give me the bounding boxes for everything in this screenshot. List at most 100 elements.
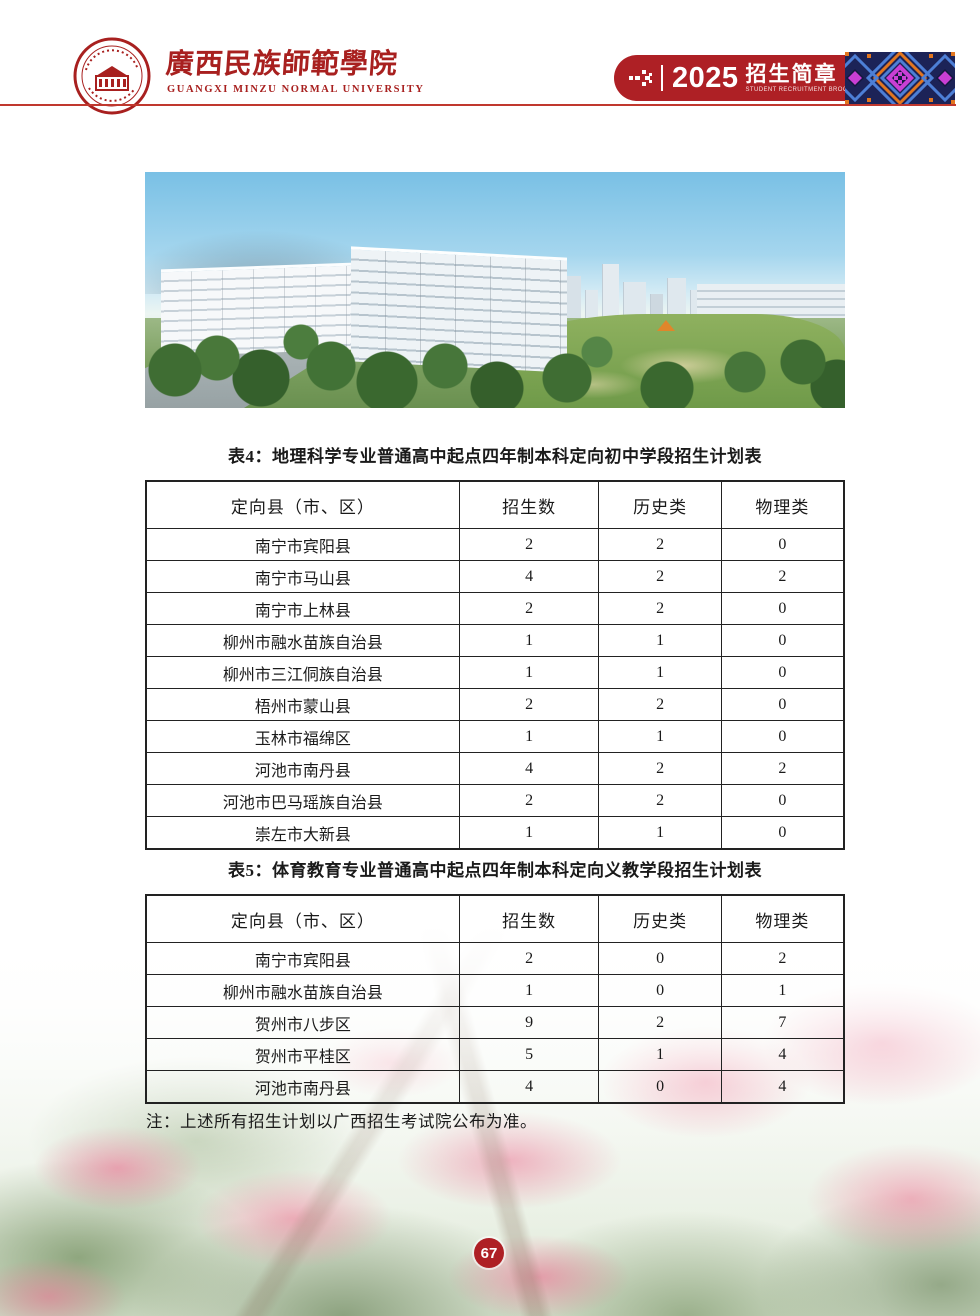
table-row: 南宁市宾阳县 2 0 2 (145, 942, 845, 975)
count-cell: 4 (458, 1070, 600, 1104)
table-row: 柳州市三江侗族自治县 1 1 0 (145, 656, 845, 689)
table-row: 南宁市上林县 2 2 0 (145, 592, 845, 625)
university-name-en: GUANGXI MINZU NORMAL UNIVERSITY (167, 84, 425, 95)
photo-pavilion (657, 320, 675, 331)
table-row: 南宁市马山县 4 2 2 (145, 560, 845, 593)
count-cell: 0 (598, 1070, 722, 1104)
county-cell: 河池市南丹县 (145, 752, 460, 785)
column-header: 历史类 (598, 894, 722, 943)
table-4: 定向县（市、区） 招生数 历史类 物理类 南宁市宾阳县 2 2 0 南宁市马山县 4 2 2 南宁市上林… (145, 480, 845, 850)
table-row: 柳州市融水苗族自治县 1 1 0 (145, 624, 845, 657)
university-name-cn: 廣西民族師範學院 (164, 49, 399, 80)
table-row: 玉林市福绵区 1 1 0 (145, 720, 845, 753)
count-cell: 5 (458, 1038, 600, 1071)
column-header: 物理类 (720, 480, 845, 529)
county-cell: 贺州市八步区 (145, 1006, 460, 1039)
table-row: 柳州市融水苗族自治县 1 0 1 (145, 974, 845, 1007)
banner-year: 2025 (672, 61, 739, 94)
banner-divider (661, 65, 663, 91)
column-header: 历史类 (598, 480, 722, 529)
banner-subtitle: STUDENT RECRUITMENT BROCHURE (745, 86, 867, 93)
county-cell: 河池市南丹县 (145, 1070, 460, 1104)
table-row: 河池市巴马瑶族自治县 2 2 0 (145, 784, 845, 817)
header-row: 定向县（市、区） 招生数 历史类 物理类 (145, 894, 845, 943)
count-cell: 2 (598, 528, 722, 561)
count-cell: 0 (720, 592, 845, 625)
table-5-title: 表5：体育教育专业普通高中起点四年制本科定向义教学段招生计划表 (228, 861, 762, 880)
county-cell: 南宁市上林县 (145, 592, 460, 625)
count-cell: 7 (720, 1006, 845, 1039)
county-cell: 南宁市宾阳县 (145, 942, 460, 975)
table-row: 贺州市平桂区 5 1 4 (145, 1038, 845, 1071)
county-cell: 崇左市大新县 (145, 816, 460, 850)
count-cell: 2 (458, 592, 600, 625)
count-cell: 0 (720, 528, 845, 561)
count-cell: 2 (720, 560, 845, 593)
count-cell: 2 (598, 592, 722, 625)
table-row: 南宁市宾阳县 2 2 0 (145, 528, 845, 561)
county-cell: 柳州市融水苗族自治县 (145, 624, 460, 657)
count-cell: 1 (720, 974, 845, 1007)
county-cell: 柳州市融水苗族自治县 (145, 974, 460, 1007)
county-cell: 柳州市三江侗族自治县 (145, 656, 460, 689)
banner-title: 招生简章 (745, 62, 838, 86)
county-cell: 南宁市宾阳县 (145, 528, 460, 561)
university-seal-icon (73, 37, 151, 115)
column-header: 物理类 (720, 894, 845, 943)
count-cell: 2 (458, 942, 600, 975)
count-cell: 0 (720, 720, 845, 753)
campus-photo (145, 172, 845, 408)
count-cell: 9 (458, 1006, 600, 1039)
county-cell: 河池市巴马瑶族自治县 (145, 784, 460, 817)
count-cell: 2 (458, 688, 600, 721)
footnote: 注：上述所有招生计划以广西招生考试院公布为准。 (146, 1112, 537, 1131)
count-cell: 0 (720, 688, 845, 721)
table-5: 定向县（市、区） 招生数 历史类 物理类 南宁市宾阳县 2 0 2 柳州市融水苗族自治县 1 0 1 贺… (145, 894, 845, 1104)
zhuang-brocade-pattern-icon (845, 52, 955, 104)
count-cell: 2 (720, 942, 845, 975)
column-header: 定向县（市、区） (145, 480, 460, 529)
page-number-badge: 67 (474, 1238, 504, 1268)
count-cell: 2 (720, 752, 845, 785)
table-row: 贺州市八步区 9 2 7 (145, 1006, 845, 1039)
count-cell: 2 (598, 560, 722, 593)
county-cell: 梧州市蒙山县 (145, 688, 460, 721)
pixel-arrow-icon (629, 70, 652, 86)
table-row: 河池市南丹县 4 2 2 (145, 752, 845, 785)
count-cell: 0 (598, 942, 722, 975)
photo-trees (145, 172, 845, 408)
page-number: 67 (480, 1244, 498, 1262)
count-cell: 4 (458, 752, 600, 785)
count-cell: 1 (598, 720, 722, 753)
header-row: 定向县（市、区） 招生数 历史类 物理类 (145, 480, 845, 529)
count-cell: 0 (720, 816, 845, 850)
count-cell: 1 (598, 656, 722, 689)
count-cell: 2 (458, 784, 600, 817)
county-cell: 玉林市福绵区 (145, 720, 460, 753)
count-cell: 1 (598, 624, 722, 657)
count-cell: 1 (458, 816, 600, 850)
count-cell: 1 (458, 974, 600, 1007)
count-cell: 4 (720, 1038, 845, 1071)
table-4-title: 表4：地理科学专业普通高中起点四年制本科定向初中学段招生计划表 (228, 447, 762, 466)
count-cell: 0 (720, 624, 845, 657)
column-header: 招生数 (458, 894, 600, 943)
count-cell: 1 (458, 720, 600, 753)
column-header: 定向县（市、区） (145, 894, 460, 943)
county-cell: 贺州市平桂区 (145, 1038, 460, 1071)
count-cell: 1 (458, 624, 600, 657)
count-cell: 1 (458, 656, 600, 689)
count-cell: 0 (720, 656, 845, 689)
column-header: 招生数 (458, 480, 600, 529)
recruitment-banner: 2025 招生简章 STUDENT RECRUITMENT BROCHURE (614, 55, 866, 101)
count-cell: 2 (458, 528, 600, 561)
table-4-block: 表4：地理科学专业普通高中起点四年制本科定向初中学段招生计划表 定向县（市、区）… (145, 446, 845, 850)
county-cell: 南宁市马山县 (145, 560, 460, 593)
table-row: 梧州市蒙山县 2 2 0 (145, 688, 845, 721)
count-cell: 2 (598, 1006, 722, 1039)
count-cell: 4 (720, 1070, 845, 1104)
count-cell: 2 (598, 784, 722, 817)
count-cell: 0 (598, 974, 722, 1007)
count-cell: 1 (598, 816, 722, 850)
